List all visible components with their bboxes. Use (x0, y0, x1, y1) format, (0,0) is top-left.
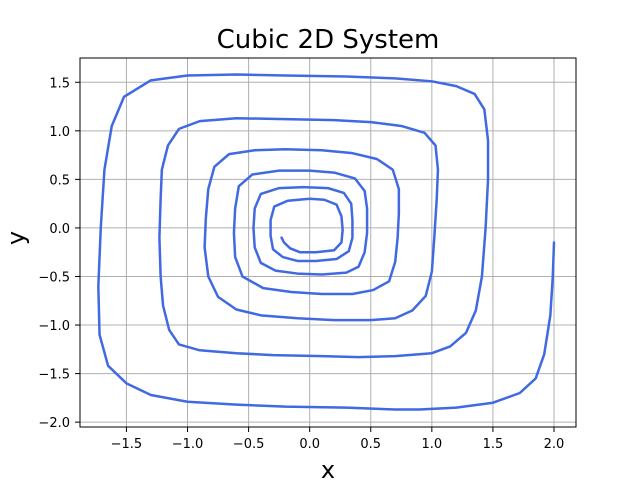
tick-layer: −1.5 −1.0 −0.5 0.0 0.5 1.0 1.5 2.0 −2.0 −1.5 −1.0 −… (38, 76, 564, 452)
y-tick-label: −0.5 (38, 270, 70, 285)
y-tick-label: 1.5 (49, 76, 70, 91)
chart-title: Cubic 2D System (217, 25, 440, 55)
x-tick-label: 0.0 (299, 437, 320, 452)
y-tick-label: −1.5 (38, 368, 70, 383)
gridlines (80, 58, 576, 427)
x-tick-label: 2.0 (544, 437, 565, 452)
x-tick-label: −1.0 (172, 437, 204, 452)
y-tick-label: −1.0 (38, 319, 70, 334)
series-layer (97, 73, 556, 411)
axes (79, 57, 577, 428)
x-tick-label: −1.5 (111, 437, 143, 452)
y-tick-label: −2.0 (38, 416, 70, 431)
x-tick-label: 1.0 (421, 437, 442, 452)
trajectory-line (97, 73, 556, 411)
y-tick-label: 1.0 (49, 125, 70, 140)
x-tick-label: 0.5 (360, 437, 381, 452)
y-axis-label: y (2, 231, 30, 245)
plot-frame (79, 57, 577, 428)
x-tick-label: 1.5 (483, 437, 504, 452)
x-tick-label: −0.5 (233, 437, 265, 452)
x-axis-label: x (321, 456, 335, 480)
y-tick-label: 0.0 (49, 222, 70, 237)
y-tick-label: 0.5 (49, 173, 70, 188)
